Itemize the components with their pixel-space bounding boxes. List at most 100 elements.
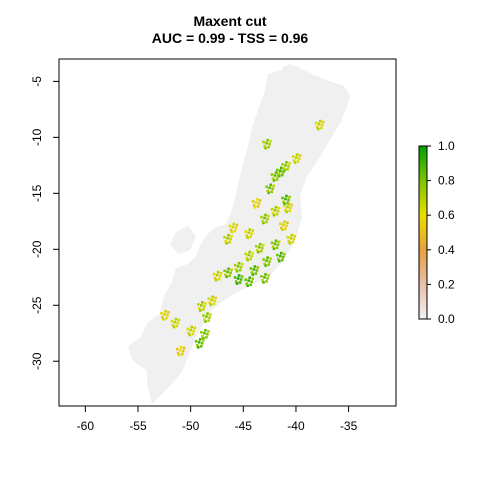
suitable-pixel (287, 239, 291, 243)
suitable-pixel (264, 264, 267, 267)
suitable-pixel (284, 164, 287, 167)
suitable-pixel (228, 224, 232, 228)
chart-subtitle: AUC = 0.99 - TSS = 0.96 (152, 30, 309, 46)
suitable-pixel (253, 265, 257, 268)
suitable-cell-21 (212, 270, 223, 282)
suitable-cell-30 (194, 338, 205, 349)
suitable-pixel (270, 190, 273, 194)
suitable-pixel (285, 224, 288, 228)
suitable-pixel (286, 235, 290, 239)
suitable-pixel (230, 230, 234, 234)
suitable-pixel (290, 203, 293, 207)
suitable-cell-27 (197, 301, 207, 312)
legend-colorbar: 0.0 0.2 0.4 0.6 0.8 1.0 (418, 139, 455, 326)
suitable-pixel (266, 189, 269, 193)
suitable-pixel (263, 144, 266, 148)
suitable-pixel (271, 177, 275, 180)
suitable-pixel (274, 171, 278, 174)
suitable-pixel (228, 240, 231, 244)
suitable-pixel (200, 331, 203, 334)
suitable-pixel (315, 125, 319, 129)
suitable-pixel (170, 319, 174, 323)
suitable-pixel (247, 231, 250, 234)
suitable-pixel (265, 185, 268, 189)
suitable-cell-33 (160, 310, 170, 321)
suitable-pixel (247, 279, 250, 282)
suitable-pixel (286, 221, 289, 225)
suitable-pixel (208, 301, 212, 305)
suitable-pixel (209, 313, 212, 316)
suitable-cell-13 (262, 256, 272, 267)
suitable-pixel (240, 275, 244, 278)
legend-tick-label: 0.8 (438, 174, 455, 188)
suitable-pixel (188, 333, 191, 337)
suitable-cell-37 (251, 198, 262, 209)
suitable-pixel (257, 202, 261, 205)
suitable-pixel (230, 234, 233, 238)
suitable-pixel (264, 273, 267, 276)
y-axis: -5 -10 -15 -20 -25 -30 (30, 76, 59, 370)
suitable-cell-14 (244, 250, 254, 262)
suitable-pixel (289, 236, 293, 240)
suitable-pixel (285, 161, 288, 164)
suitable-pixel (317, 122, 321, 126)
suitable-pixel (175, 324, 179, 328)
suitable-pixel (282, 170, 285, 174)
suitable-pixel (240, 262, 244, 266)
suitable-cell-12 (276, 251, 286, 263)
suitability-cells (160, 119, 325, 357)
suitable-pixel (283, 169, 286, 172)
suitable-pixel (262, 281, 265, 284)
legend-tick-label: 1.0 (438, 139, 455, 153)
suitable-pixel (262, 258, 265, 261)
suitable-pixel (261, 279, 264, 282)
x-tick-label: -55 (129, 419, 147, 433)
suitable-pixel (258, 242, 262, 246)
suitable-pixel (234, 226, 238, 230)
suitable-pixel (234, 267, 238, 271)
suitable-pixel (213, 276, 217, 280)
suitable-cell-19 (244, 276, 254, 287)
suitable-pixel (204, 320, 207, 323)
suitable-pixel (197, 341, 201, 344)
suitable-pixel (205, 336, 208, 339)
suitable-pixel (203, 318, 206, 321)
suitable-pixel (227, 267, 230, 271)
suitable-pixel (276, 209, 280, 213)
suitable-pixel (297, 157, 301, 160)
suitable-pixel (245, 256, 248, 260)
suitable-pixel (278, 259, 281, 263)
suitable-pixel (201, 301, 204, 304)
suitable-pixel (277, 240, 281, 244)
suitable-pixel (213, 299, 217, 303)
suitable-pixel (161, 316, 164, 319)
suitable-cell-5 (283, 202, 293, 214)
suitable-pixel (288, 195, 291, 199)
suitable-pixel (212, 302, 216, 306)
suitable-cell-24 (262, 138, 272, 150)
suitable-pixel (201, 335, 204, 338)
suitable-pixel (251, 200, 255, 203)
suitable-pixel (225, 241, 228, 245)
suitable-cell-16 (233, 261, 244, 273)
suitable-pixel (320, 123, 324, 127)
suitable-pixel (284, 227, 287, 231)
suitable-pixel (171, 323, 175, 327)
suitable-pixel (282, 167, 285, 170)
suitable-pixel (269, 257, 272, 260)
y-tick-label: -30 (30, 352, 44, 370)
suitable-pixel (285, 210, 288, 214)
suitable-pixel (246, 236, 249, 239)
suitable-cell-8 (279, 220, 289, 232)
suitable-pixel (287, 198, 290, 202)
suitable-pixel (266, 138, 269, 142)
suitable-pixel (248, 228, 251, 231)
suitable-pixel (160, 312, 163, 315)
suitable-pixel (207, 297, 211, 301)
suitable-pixel (192, 329, 195, 333)
suitable-pixel (202, 314, 205, 317)
suitable-pixel (292, 159, 296, 162)
suitable-pixel (266, 217, 269, 221)
suitable-pixel (177, 353, 181, 357)
